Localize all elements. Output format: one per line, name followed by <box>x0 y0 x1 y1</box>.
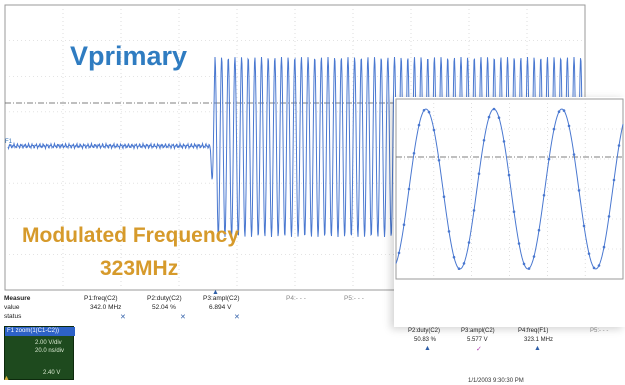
zoom-meas-value: 50.83 % <box>414 337 437 343</box>
status-label: status <box>4 313 22 320</box>
sample-point <box>607 215 611 218</box>
trigger-marker-icon: ▲ <box>212 289 219 296</box>
status-icon: ✕ <box>180 314 186 321</box>
subtitle-modulated-frequency: Modulated Frequency <box>22 224 240 247</box>
sample-point <box>537 228 541 232</box>
vertical-scale: 2.00 V/div <box>35 340 62 346</box>
sample-point <box>502 140 506 143</box>
sample-point <box>617 144 621 147</box>
sample-point <box>402 223 406 226</box>
subtitle-frequency-value: 323MHz <box>100 257 179 280</box>
meas-col-name[interactable]: P4:- - - <box>286 295 306 302</box>
meas-col-name[interactable]: P3:ampl(C2) <box>203 295 240 302</box>
value-label: value <box>4 304 20 311</box>
sample-point <box>447 230 451 233</box>
sample-point <box>487 115 491 119</box>
sample-point <box>557 110 561 113</box>
horizontal-scale: 20.0 ns/div <box>35 348 65 354</box>
sample-point <box>442 195 446 198</box>
sample-point <box>457 267 461 270</box>
timestamp: 1/1/2003 9:30:30 PM <box>468 378 524 384</box>
sample-point <box>522 262 526 266</box>
sample-point <box>552 127 556 131</box>
channel-label: F1 <box>5 139 13 145</box>
sample-point <box>592 266 596 270</box>
sample-point <box>612 178 616 182</box>
status-icon: ✕ <box>120 314 126 321</box>
sample-point <box>512 210 516 213</box>
sample-point <box>582 224 586 228</box>
sample-point <box>452 255 456 259</box>
sample-point <box>482 139 486 142</box>
sample-point <box>492 107 496 111</box>
zoom-window <box>394 97 625 327</box>
zoom-waveform-plot <box>395 98 624 280</box>
status-icon: ▲ <box>424 345 431 352</box>
status-icon: ✕ <box>234 314 240 321</box>
sample-point <box>467 241 471 244</box>
zoom-meas-name[interactable]: P2:duty(C2) <box>408 328 441 334</box>
sample-point <box>507 173 511 177</box>
zoom-meas-value: 5.577 V <box>467 337 488 343</box>
trace-descriptor-title: F1 zoom(1(C1-C2)) <box>5 327 75 336</box>
sample-point <box>542 194 546 197</box>
trace-descriptor-box[interactable]: F1 zoom(1(C1-C2)) 2.00 V/div 20.0 ns/div… <box>4 326 75 380</box>
sample-point <box>437 159 441 162</box>
status-icon: ✓ <box>476 346 482 353</box>
sample-point <box>397 251 401 255</box>
measure-label: Measure <box>4 295 31 302</box>
sample-point <box>417 123 421 127</box>
zoom-meas-name[interactable]: P3:ampl(C2) <box>461 328 495 334</box>
sample-point <box>597 264 601 267</box>
sample-point <box>407 187 411 191</box>
title-vprimary: Vprimary <box>70 41 188 71</box>
zoom-meas-value: 323.1 MHz <box>524 337 554 343</box>
meas-value: 6.894 V <box>209 304 232 311</box>
sample-point <box>517 242 521 245</box>
sample-point <box>497 116 501 119</box>
meas-value: 342.0 MHz <box>90 304 122 311</box>
sample-point <box>602 245 606 249</box>
sample-point <box>432 128 436 132</box>
sample-point <box>577 189 581 192</box>
sample-point <box>422 109 426 112</box>
sample-point <box>532 255 536 258</box>
sample-point <box>427 110 431 114</box>
offset-value: 2.40 V <box>43 370 61 376</box>
sample-point <box>587 252 591 255</box>
zoom-meas-name[interactable]: P5:- - - <box>590 328 609 334</box>
meas-col-name[interactable]: P2:duty(C2) <box>147 295 182 302</box>
sample-point <box>567 124 571 128</box>
sample-point <box>412 152 416 155</box>
zoom-meas-name[interactable]: P4:freq(F1) <box>518 328 549 334</box>
sample-point <box>547 157 551 161</box>
meas-col-name[interactable]: P1:freq(C2) <box>84 295 118 302</box>
meas-value: 52.04 % <box>152 304 176 311</box>
sample-point <box>477 172 481 175</box>
status-icon: ▲ <box>534 345 541 352</box>
meas-col-name[interactable]: P5:- - - <box>344 295 364 302</box>
sample-point <box>472 209 476 212</box>
ground-marker-icon: ▲ <box>3 375 10 382</box>
sample-point <box>562 109 566 112</box>
sample-point <box>527 267 531 270</box>
sample-point <box>462 262 466 265</box>
sample-point <box>572 153 576 156</box>
